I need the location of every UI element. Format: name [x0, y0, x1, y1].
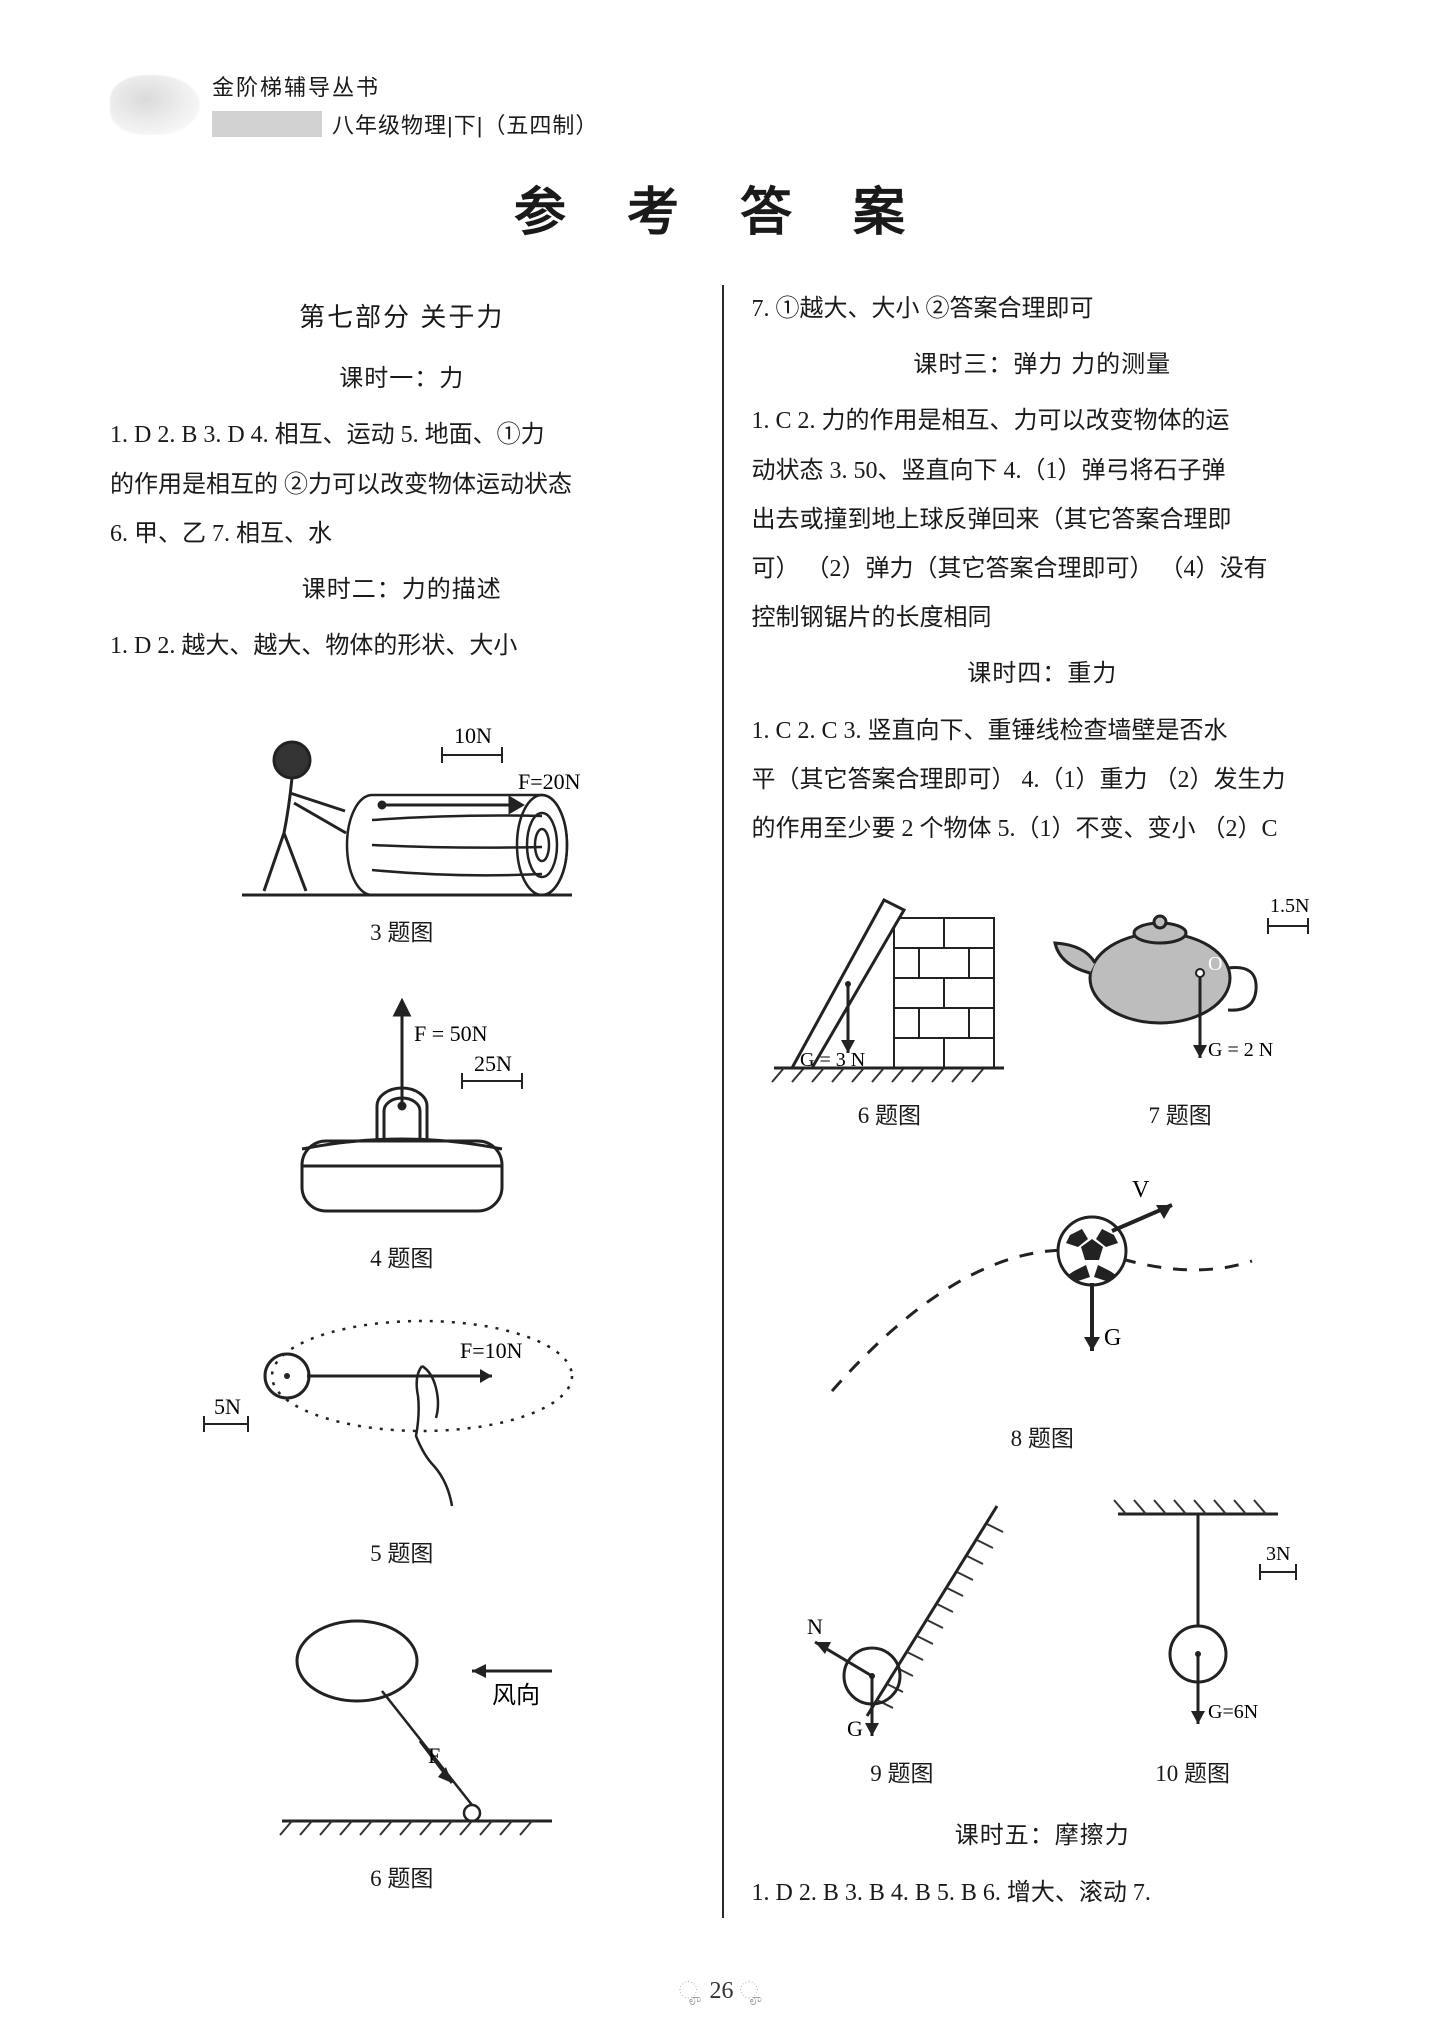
l4-line3: 的作用至少要 2 个物体 5.（1）不变、变小 （2）C: [752, 816, 1278, 842]
fig7-point: O: [1208, 953, 1222, 975]
logo-graphic: [110, 75, 200, 135]
figure-6-right: G = 3 N 6 题图: [764, 878, 1014, 1139]
figure-7: O 1.5N G = 2 N 7 题图: [1040, 878, 1320, 1139]
fig10-force: G=6N: [1208, 1701, 1258, 1723]
section-heading: 第七部分 关于力: [110, 291, 694, 344]
figure-5: F=10N 5N 5 题图: [110, 1296, 694, 1577]
fig6r-caption: 6 题图: [858, 1092, 921, 1139]
fig3-scale: 10N: [454, 723, 492, 748]
fig5-caption: 5 题图: [370, 1530, 433, 1577]
fig4-caption: 4 题图: [370, 1235, 433, 1282]
l1-line1: 1. D 2. B 3. D 4. 相互、运动 5. 地面、①力: [110, 422, 545, 448]
figure-9: N G 9 题图: [777, 1486, 1027, 1797]
fig7-caption: 7 题图: [1149, 1092, 1212, 1139]
page-title: 参 考 答 案: [110, 170, 1333, 245]
two-column-body: 第七部分 关于力 课时一：力 1. D 2. B 3. D 4. 相互、运动 5…: [110, 285, 1333, 1918]
figure-8: V G 8 题图: [752, 1161, 1334, 1462]
lesson2-text: 1. D 2. 越大、越大、物体的形状、大小: [110, 622, 694, 671]
l3-line2: 动状态 3. 50、竖直向下 4.（1）弹弓将石子弹: [752, 458, 1226, 484]
fig9-caption: 9 题图: [870, 1750, 933, 1797]
grey-edition-box: [212, 111, 322, 137]
right-column: 7. ①越大、大小 ②答案合理即可 课时三：弹力 力的测量 1. C 2. 力的…: [722, 285, 1334, 1918]
fig4-force: F = 50N: [414, 1021, 488, 1046]
fig4-scale: 25N: [474, 1051, 512, 1076]
figure-4: F = 50N 25N 4 题图: [110, 971, 694, 1282]
lesson3-text: 1. C 2. 力的作用是相互、力可以改变物体的运 动状态 3. 50、竖直向下…: [752, 397, 1334, 643]
series-title: 金阶梯辅导丛书: [212, 70, 598, 102]
l1-line2: 的作用是相互的 ②力可以改变物体运动状态: [110, 472, 572, 498]
fig7-scale: 1.5N: [1270, 895, 1309, 917]
figure-row-9-10: N G 9 题图: [752, 1472, 1334, 1805]
page-number: ೄ 26 ೄ: [0, 1978, 1443, 2005]
fig6r-force: G = 3 N: [800, 1049, 865, 1071]
fig5-scale: 5N: [214, 1394, 241, 1419]
fig8-v: V: [1132, 1177, 1150, 1203]
figure-6-left: 风向 F 6 题图: [110, 1591, 694, 1902]
lesson3-heading: 课时三：弹力 力的测量: [752, 340, 1334, 389]
fig3-caption: 3 题图: [370, 909, 433, 956]
figure-3: 10N F=20N 3 题图: [110, 685, 694, 956]
fig3-force: F=20N: [518, 769, 581, 794]
fig9-g: G: [847, 1716, 863, 1741]
lesson4-text: 1. C 2. C 3. 竖直向下、重锤线检查墙壁是否水 平（其它答案合理即可）…: [752, 707, 1334, 855]
left-column: 第七部分 关于力 课时一：力 1. D 2. B 3. D 4. 相互、运动 5…: [110, 285, 722, 1918]
fig6l-force: F: [428, 1743, 440, 1768]
book-subtitle: 八年级物理|下|（五四制）: [332, 108, 598, 140]
lesson1-heading: 课时一：力: [110, 354, 694, 403]
fig8-g: G: [1104, 1325, 1121, 1351]
lesson4-heading: 课时四：重力: [752, 649, 1334, 698]
page-header: 金阶梯辅导丛书 八年级物理|下|（五四制）: [110, 70, 1333, 140]
lesson2-heading: 课时二：力的描述: [110, 565, 694, 614]
figure-row-6-7: G = 3 N 6 题图: [752, 864, 1334, 1147]
l3-line3: 出去或撞到地上球反弹回来（其它答案合理即: [752, 507, 1232, 533]
page-number-value: 26: [710, 1978, 734, 2004]
fig6l-wind: 风向: [492, 1682, 540, 1709]
fig10-scale: 3N: [1266, 1543, 1290, 1565]
fig9-n: N: [807, 1614, 823, 1639]
fig10-caption: 10 题图: [1155, 1750, 1230, 1797]
right-line0: 7. ①越大、大小 ②答案合理即可: [752, 285, 1334, 334]
fig6l-caption: 6 题图: [370, 1855, 433, 1902]
page-deco-left: ೄ: [679, 1978, 704, 2004]
lesson5-heading: 课时五：摩擦力: [752, 1811, 1334, 1860]
lesson5-text: 1. D 2. B 3. B 4. B 5. B 6. 增大、滚动 7.: [752, 1869, 1334, 1918]
page-deco-right: ೄ: [740, 1978, 765, 2004]
l4-line2: 平（其它答案合理即可） 4.（1）重力 （2）发生力: [752, 767, 1286, 793]
fig7-force: G = 2 N: [1208, 1039, 1273, 1061]
l3-line4: 可） （2）弹力（其它答案合理即可） （4）没有: [752, 556, 1268, 582]
fig5-force: F=10N: [460, 1338, 523, 1363]
l4-line1: 1. C 2. C 3. 竖直向下、重锤线检查墙壁是否水: [752, 718, 1228, 744]
l1-line3: 6. 甲、乙 7. 相互、水: [110, 521, 332, 547]
l3-line5: 控制钢锯片的长度相同: [752, 605, 992, 631]
figure-10: G=6N 3N 10 题图: [1078, 1486, 1308, 1797]
fig8-caption: 8 题图: [1011, 1415, 1074, 1462]
lesson1-text: 1. D 2. B 3. D 4. 相互、运动 5. 地面、①力 的作用是相互的…: [110, 411, 694, 559]
l2-line1: 1. D 2. 越大、越大、物体的形状、大小: [110, 633, 517, 659]
l3-line1: 1. C 2. 力的作用是相互、力可以改变物体的运: [752, 408, 1230, 434]
